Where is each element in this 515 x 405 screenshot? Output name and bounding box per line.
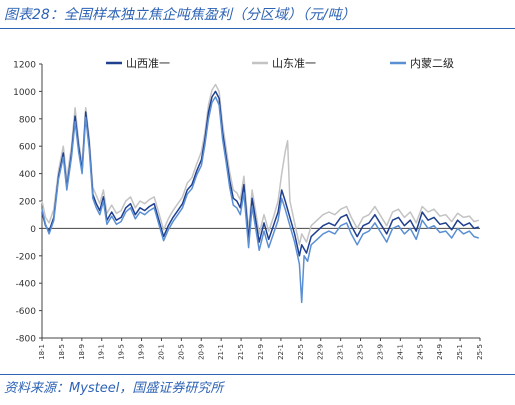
y-tick-label: -400 <box>16 280 37 290</box>
x-tick-label: 24-1 <box>396 344 404 360</box>
y-tick-label: 1000 <box>13 88 36 98</box>
title-divider <box>0 28 515 29</box>
x-tick-label: 25-5 <box>476 344 484 360</box>
y-tick-label: 800 <box>19 115 36 125</box>
x-tick-label: 23-1 <box>337 344 345 360</box>
x-tick-label: 22-5 <box>297 344 305 360</box>
x-tick-label: 24-9 <box>436 344 444 360</box>
series-line-3 <box>41 96 480 304</box>
x-tick-label: 22-1 <box>277 344 285 360</box>
x-tick-label: 20-9 <box>197 344 205 360</box>
x-tick-label: 19-1 <box>98 344 106 360</box>
y-tick-label: -200 <box>16 252 37 262</box>
x-tick-label: 23-9 <box>376 344 384 360</box>
legend-label-3: 内蒙二级 <box>410 56 454 70</box>
x-tick-label: 21-9 <box>257 344 265 360</box>
x-tick-label: 18-5 <box>58 344 66 360</box>
series-line-2 <box>41 83 480 246</box>
y-tick-label: -800 <box>16 335 37 345</box>
y-tick-label: 600 <box>19 143 36 153</box>
source-divider <box>0 374 515 375</box>
x-tick-label: 25-1 <box>456 344 464 360</box>
y-tick-label: 0 <box>30 225 36 235</box>
x-tick-label: 18-1 <box>38 344 46 360</box>
line-chart: -800 -600 -400 -200 0 200 400 600 800 1000 1200 18-… <box>13 56 484 360</box>
y-tick-label: -600 <box>16 307 37 317</box>
series-line-1 <box>41 90 480 257</box>
x-tick-label: 21-5 <box>237 344 245 360</box>
x-tick-label: 19-9 <box>138 344 146 360</box>
chart-title: 图表28：全国样本独立焦企吨焦盈利（分区域）（元/吨） <box>4 7 356 23</box>
x-tick-label: 22-9 <box>317 344 325 360</box>
legend-label-2: 山东准一 <box>272 57 316 70</box>
chart-series <box>41 83 480 304</box>
x-tick-label: 21-1 <box>217 344 225 360</box>
y-tick-label: 400 <box>19 170 36 180</box>
y-tick-label: 200 <box>19 198 36 208</box>
source-note: 资料来源：Mysteel，国盛证券研究所 <box>4 381 224 396</box>
chart-axes: -800 -600 -400 -200 0 200 400 600 800 1000 1200 18-… <box>13 61 484 360</box>
x-tick-label: 23-5 <box>357 344 365 360</box>
x-tick-label: 20-1 <box>157 344 165 360</box>
x-tick-label: 18-9 <box>78 344 86 360</box>
chart-legend: 山西准一 山东准一 内蒙二级 <box>106 56 454 70</box>
x-tick-label: 24-5 <box>416 344 424 360</box>
x-tick-label: 19-5 <box>118 344 126 360</box>
legend-label-1: 山西准一 <box>126 57 170 70</box>
y-tick-label: 1200 <box>13 61 36 71</box>
x-tick-label: 20-5 <box>177 344 185 360</box>
